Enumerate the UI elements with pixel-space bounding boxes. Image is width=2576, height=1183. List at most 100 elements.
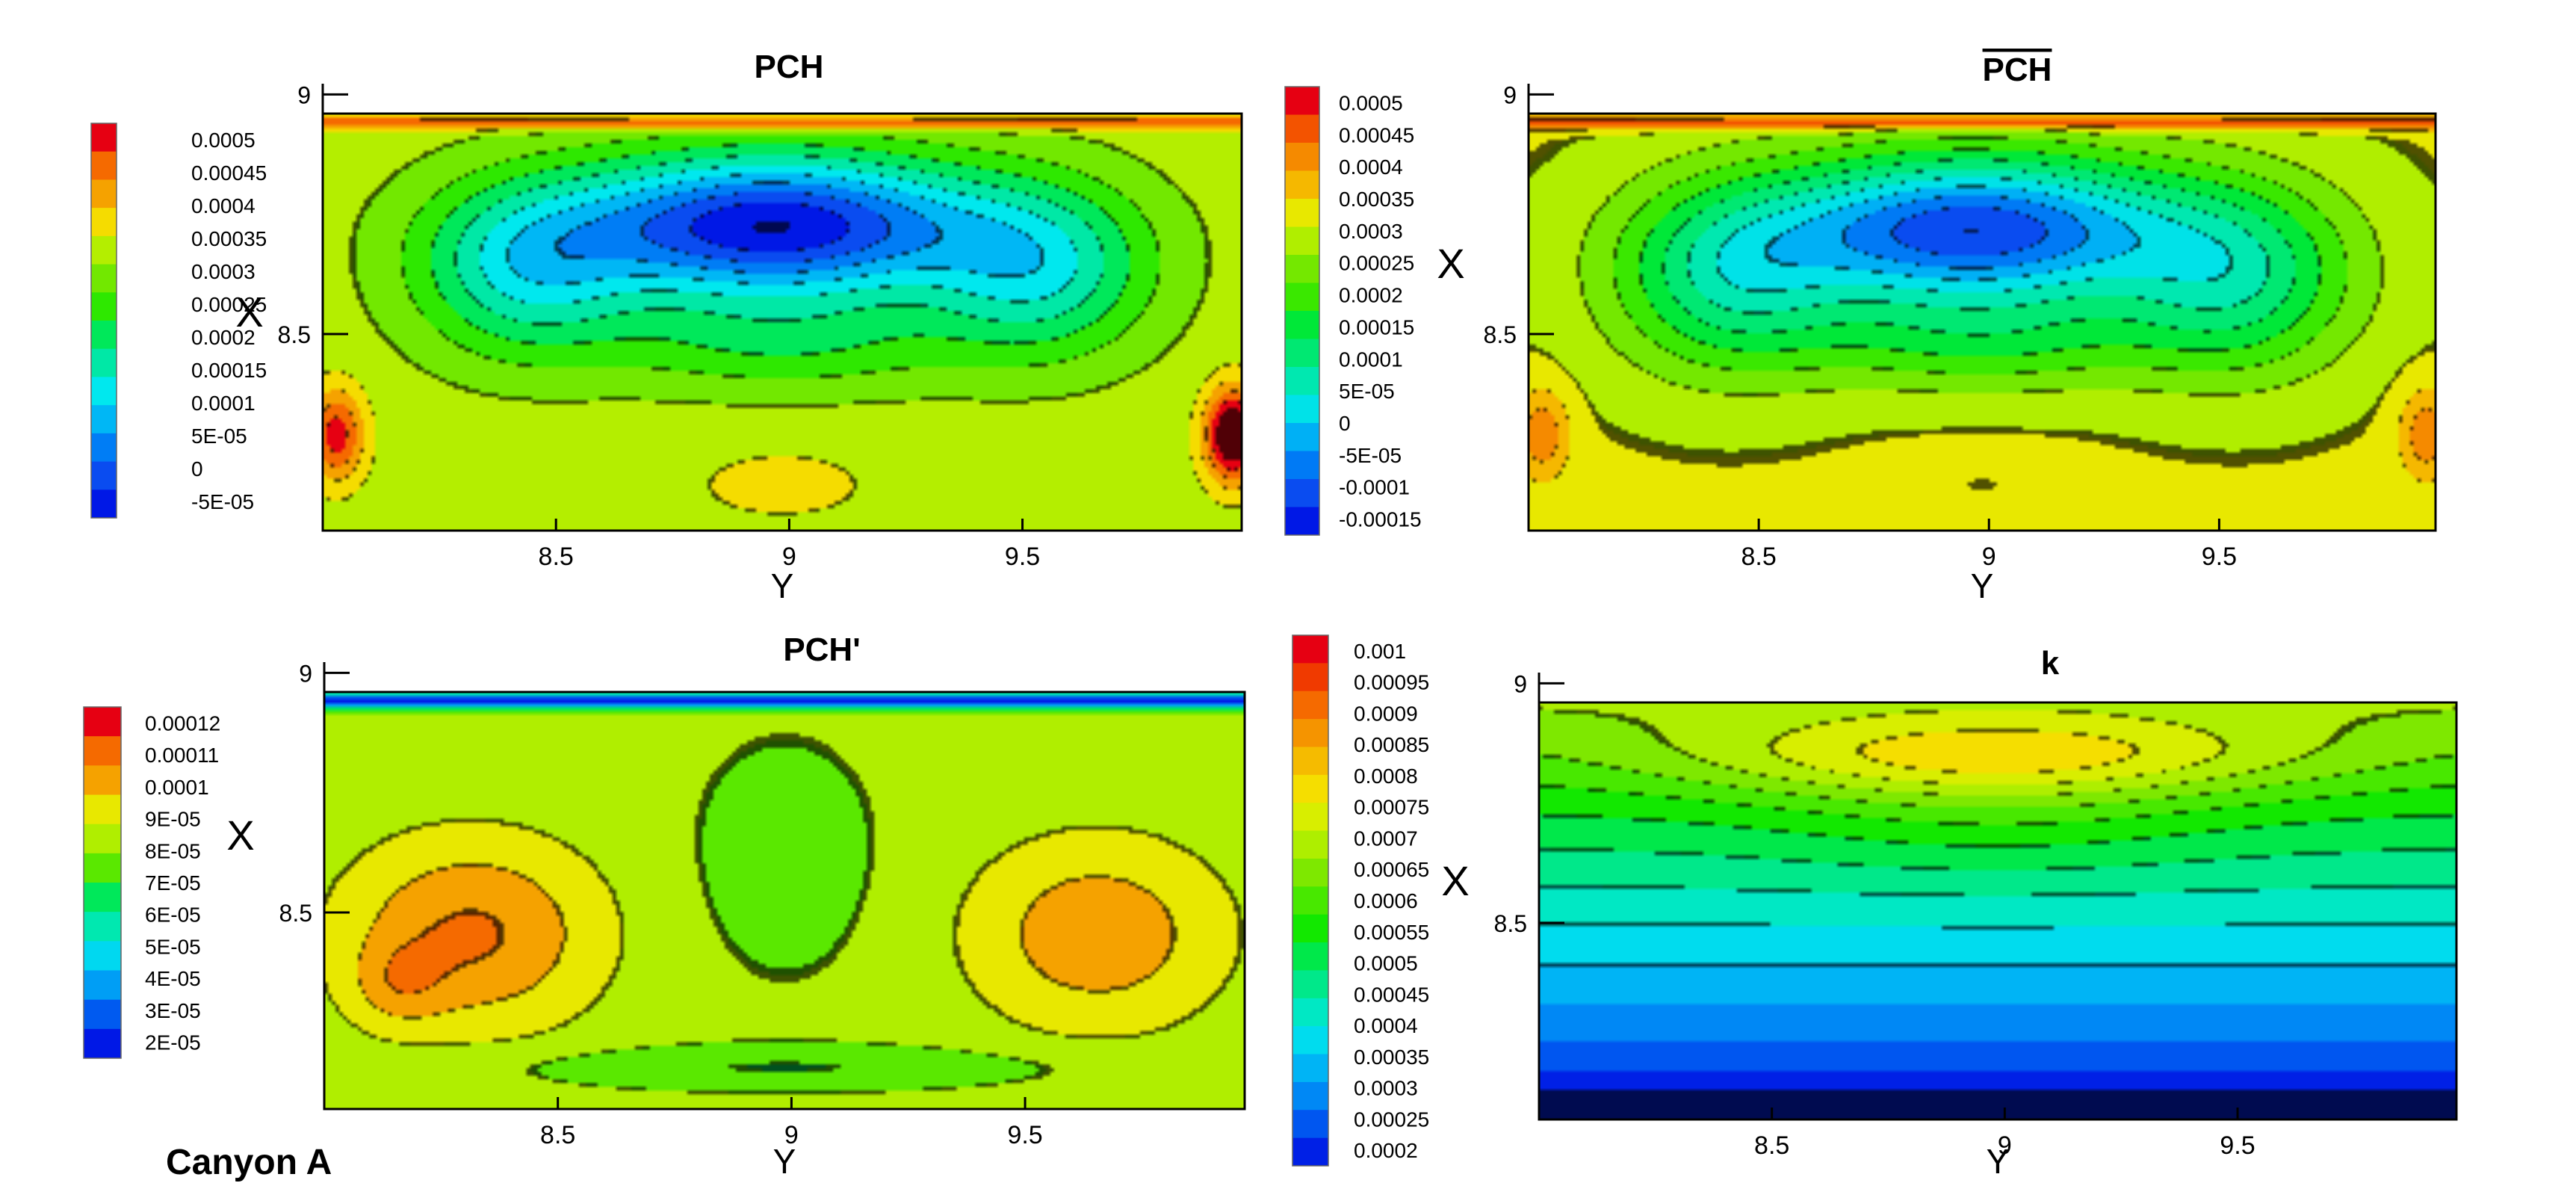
colorbar-swatch (1292, 942, 1328, 971)
chart-title: PCH (1983, 52, 2052, 88)
y-axis-label: X (226, 812, 254, 859)
y-axis-label: X (1437, 240, 1464, 287)
x-tick-label: 8.5 (540, 1121, 575, 1149)
chart-title: k (2041, 645, 2060, 682)
colorbar-label: 0.0003 (1339, 220, 1403, 243)
plot-frame (1527, 112, 2437, 532)
x-tick-label: 9.5 (2220, 1131, 2255, 1160)
colorbar-swatch (84, 824, 121, 854)
contour-field (324, 692, 1245, 1109)
colorbar-label: 0.00015 (191, 359, 267, 382)
colorbar-swatch (84, 1028, 121, 1059)
colorbar-swatch (84, 736, 121, 766)
colorbar-label: 0.0005 (1339, 91, 1403, 114)
colorbar-label: 0.0001 (145, 776, 209, 799)
x-tick-label: 8.5 (1754, 1131, 1789, 1160)
colorbar-label: 0.0002 (1354, 1139, 1418, 1162)
chart-title: PCH (755, 49, 824, 85)
colorbar-swatch (1285, 423, 1319, 451)
colorbar-swatch (1285, 507, 1319, 536)
colorbar-swatch (1292, 1137, 1328, 1167)
colorbar-legend: 0.0005 0.00045 0.0004 0.00035 0.0003 0.00025 0… (90, 123, 267, 519)
chart-panel-2: 8.5 9 9.598.5PCHYX0.00050.000450.00040.000… (1284, 52, 2437, 605)
colorbar-label: 7E-05 (145, 871, 201, 895)
colorbar-swatch (84, 883, 121, 912)
y-tick-label: 9 (1503, 81, 1517, 108)
colorbar-swatch (1285, 479, 1319, 507)
colorbar-swatch (1292, 691, 1328, 720)
colorbar-label: 0.00095 (1354, 671, 1429, 694)
colorbar-swatch (84, 912, 121, 942)
chart-panel-1: 8.5 9 9.598.5PCHYX0.00050.000450.00040.000… (90, 49, 1243, 605)
colorbar-swatch (91, 179, 117, 209)
colorbar-swatch (1292, 663, 1328, 692)
colorbar-label: 0.00055 (1354, 921, 1429, 944)
colorbar-swatch (1292, 858, 1328, 887)
y-axis-label: X (1441, 857, 1469, 904)
colorbar-swatch (1285, 226, 1319, 256)
contour-field (323, 114, 1242, 531)
x-tick-label: 9.5 (1007, 1121, 1042, 1149)
colorbar-label: 0.001 (1354, 640, 1406, 663)
colorbar-label: 0.0002 (191, 326, 256, 349)
colorbar-frame (1292, 634, 1329, 1167)
colorbar-label: 0.00045 (1354, 983, 1429, 1006)
x-tick-label: 9 (782, 543, 796, 571)
colorbar-label: 0.00045 (1339, 123, 1414, 146)
x-tick-label: 9 (1982, 543, 1996, 571)
x-tick-label: 9 (1998, 1131, 2012, 1160)
colorbar-label: 0.0003 (191, 260, 256, 283)
y-tick-label: 8.5 (1494, 910, 1527, 937)
colorbar-swatch (91, 461, 117, 490)
colorbar-swatch (1285, 367, 1319, 395)
colorbar-swatch (91, 348, 117, 377)
colorbar-label: -0.00015 (1339, 508, 1422, 531)
colorbar-label: 0.0004 (1354, 1014, 1418, 1037)
plot-frame (323, 691, 1246, 1111)
colorbar-label: 0.0006 (1354, 889, 1418, 912)
colorbar-swatch (91, 433, 117, 463)
colorbar-swatch (1292, 803, 1328, 832)
colorbar-label: 2E-05 (145, 1031, 201, 1054)
colorbar-swatch (91, 123, 117, 152)
colorbar-swatch (91, 321, 117, 350)
y-tick-label: 8.5 (1484, 321, 1517, 348)
colorbar-swatch (1292, 970, 1328, 999)
colorbar-swatch (1292, 830, 1328, 859)
x-axis-label: Y (1987, 1142, 2010, 1181)
colorbar-swatch (1285, 451, 1319, 480)
colorbar-label: 0.0005 (1354, 952, 1418, 975)
colorbar-label: 0.0004 (1339, 155, 1403, 179)
chart-panel-3: 8.5 9 9.5 9 8.5 PCH' Y X 0.00012 0.00011 0.0001 9E-… (83, 631, 1246, 1181)
y-tick-label: 9 (299, 660, 312, 687)
colorbar-swatch (1292, 635, 1328, 664)
colorbar-label: -5E-05 (191, 490, 254, 513)
colorbar-label: 6E-05 (145, 904, 201, 927)
colorbar-swatch (1292, 719, 1328, 747)
colorbar-swatch (84, 941, 121, 971)
colorbar-swatch (84, 970, 121, 1001)
colorbar-label: 0.00025 (1339, 252, 1414, 275)
x-axis-label: Y (773, 1142, 796, 1181)
colorbar-frame (90, 123, 117, 519)
x-tick-label: 9 (784, 1121, 799, 1149)
colorbar-frame (1284, 86, 1320, 536)
colorbar-legend: 0.001 0.00095 0.0009 0.00085 0.0008 0.00075 0.… (1292, 634, 1429, 1167)
colorbar-label: 0.0002 (1339, 284, 1403, 307)
colorbar-label: 4E-05 (145, 967, 201, 990)
y-tick-label: 8.5 (278, 321, 311, 348)
colorbar-label: 0.0001 (191, 392, 256, 415)
colorbar-swatch (84, 765, 121, 795)
colorbar-label: 0.0007 (1354, 827, 1418, 850)
contour-field (1529, 114, 2436, 531)
y-tick-label: 9 (1514, 670, 1527, 697)
colorbar-swatch (1292, 747, 1328, 776)
x-tick-label: 9.5 (2202, 543, 2237, 571)
colorbar-swatch (1285, 114, 1319, 143)
colorbar-label: 0.00011 (145, 744, 219, 767)
plot-frame (1538, 701, 2458, 1121)
colorbar-swatch (1285, 311, 1319, 339)
colorbar-label: 0.00035 (191, 227, 267, 250)
colorbar-label: 0.0005 (191, 129, 256, 152)
colorbar-swatch (1285, 143, 1319, 171)
